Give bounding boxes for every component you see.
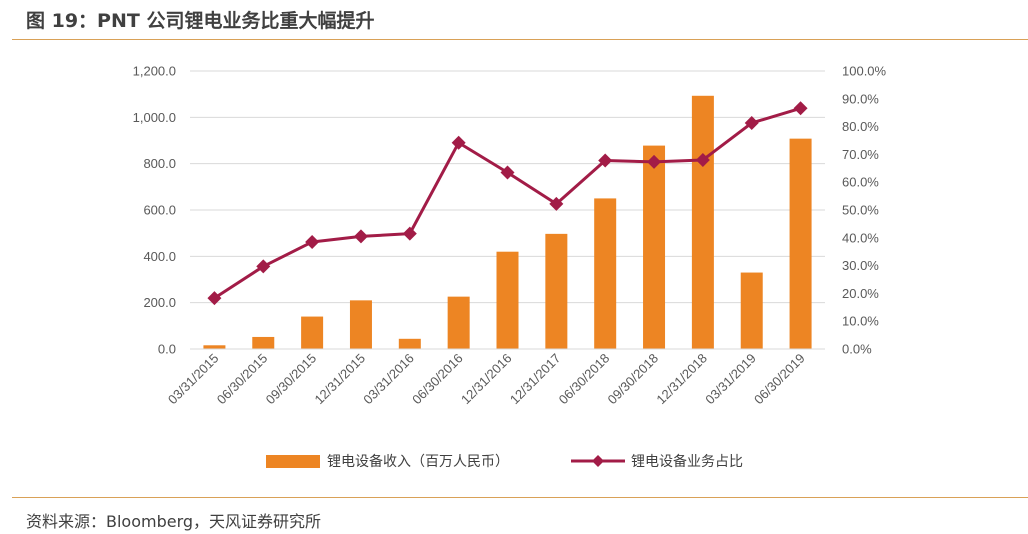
source-note: 资料来源：Bloomberg，天风证券研究所 [26,512,322,531]
share-marker [353,229,368,244]
right-tick-label: 40.0% [842,230,879,245]
x-tick-label: 09/30/2018 [605,351,662,408]
right-tick-label: 30.0% [842,258,879,273]
share-marker [598,153,613,168]
x-tick-label: 12/31/2018 [653,351,710,408]
legend-line-marker [592,455,604,467]
right-tick-label: 50.0% [842,203,879,218]
revenue-bar [203,345,226,349]
revenue-bar [545,233,568,349]
legend-line-label: 锂电设备业务占比 [631,453,743,470]
revenue-bar [740,272,763,349]
left-tick-label: 1,000.0 [133,110,176,125]
revenue-bar [594,198,617,349]
share-marker [500,165,515,180]
share-line [207,101,808,306]
x-tick-label: 06/30/2015 [214,351,271,408]
revenue-bar [301,316,324,349]
share-marker [695,152,710,167]
right-tick-label: 0.0% [842,342,872,357]
x-tick-label: 09/30/2015 [263,351,320,408]
legend-bar-label: 锂电设备收入（百万人民币） [327,453,509,470]
left-tick-label: 800.0 [143,156,176,171]
revenue-bars [203,95,812,349]
x-axis-labels: 03/31/201506/30/201509/30/201512/31/2015… [165,351,808,408]
left-axis-ticks: 0.0 200.0 400.0 600.0 800.0 1,000.0 1,200.0 [133,64,176,357]
right-tick-label: 10.0% [842,314,879,329]
x-tick-label: 06/30/2019 [751,351,808,408]
x-tick-label: 03/31/2015 [165,351,222,408]
share-marker [256,259,271,274]
right-axis-ticks: 0.0% 10.0% 20.0% 30.0% 40.0% 50.0% 60.0% 70.0% 8… [842,64,887,357]
x-tick-label: 06/30/2016 [409,351,466,408]
right-tick-label: 90.0% [842,91,879,106]
share-marker [744,115,759,130]
share-marker [549,196,564,211]
right-tick-label: 20.0% [842,286,879,301]
left-tick-label: 0.0 [158,342,176,357]
legend-bar-swatch [266,455,320,468]
legend: 锂电设备收入（百万人民币） 锂电设备业务占比 [266,453,743,470]
revenue-bar [349,300,372,349]
right-tick-label: 80.0% [842,119,879,134]
right-tick-label: 100.0% [842,64,887,79]
revenue-bar [789,138,812,349]
share-marker [207,291,222,306]
left-tick-label: 200.0 [143,295,176,310]
title-divider [12,39,1028,40]
revenue-bar [496,251,519,349]
x-tick-label: 12/31/2015 [311,351,368,408]
figure-title: 图 19：PNT 公司锂电业务比重大幅提升 [26,10,375,32]
x-tick-label: 12/31/2017 [507,351,564,408]
left-tick-label: 600.0 [143,203,176,218]
share-marker [793,101,808,116]
right-tick-label: 60.0% [842,175,879,190]
revenue-bar [398,338,421,349]
share-marker [647,154,662,169]
x-tick-label: 03/31/2016 [360,351,417,408]
x-tick-label: 06/30/2018 [556,351,613,408]
footer-divider [12,497,1028,498]
share-marker [451,135,466,150]
share-marker [305,234,320,249]
share-marker [402,226,417,241]
x-tick-label: 12/31/2016 [458,351,515,408]
right-tick-label: 70.0% [842,147,879,162]
left-tick-label: 400.0 [143,249,176,264]
revenue-bar [691,95,714,349]
x-tick-label: 03/31/2019 [702,351,759,408]
revenue-bar [643,145,666,349]
revenue-bar [447,296,470,349]
left-tick-label: 1,200.0 [133,64,176,79]
revenue-bar [252,336,275,349]
